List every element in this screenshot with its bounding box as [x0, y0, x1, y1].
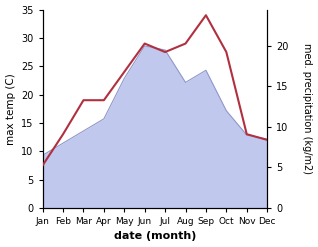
Y-axis label: max temp (C): max temp (C): [5, 73, 16, 144]
X-axis label: date (month): date (month): [114, 231, 196, 242]
Y-axis label: med. precipitation (kg/m2): med. precipitation (kg/m2): [302, 43, 313, 174]
